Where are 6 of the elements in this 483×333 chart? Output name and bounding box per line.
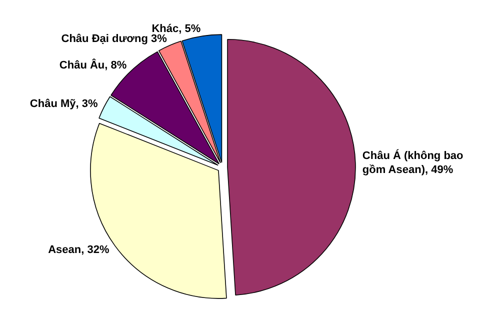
- slice-label: Khác, 5%: [152, 23, 201, 36]
- slice-label: Châu Đại dương 3%: [61, 33, 168, 46]
- slice-label: Châu Á (không bao gồm Asean), 49%: [362, 149, 464, 176]
- slice-label: Châu Âu, 8%: [59, 58, 127, 72]
- slice-label: Asean, 32%: [48, 244, 110, 256]
- slice-label: Châu Mỹ, 3%: [30, 98, 98, 110]
